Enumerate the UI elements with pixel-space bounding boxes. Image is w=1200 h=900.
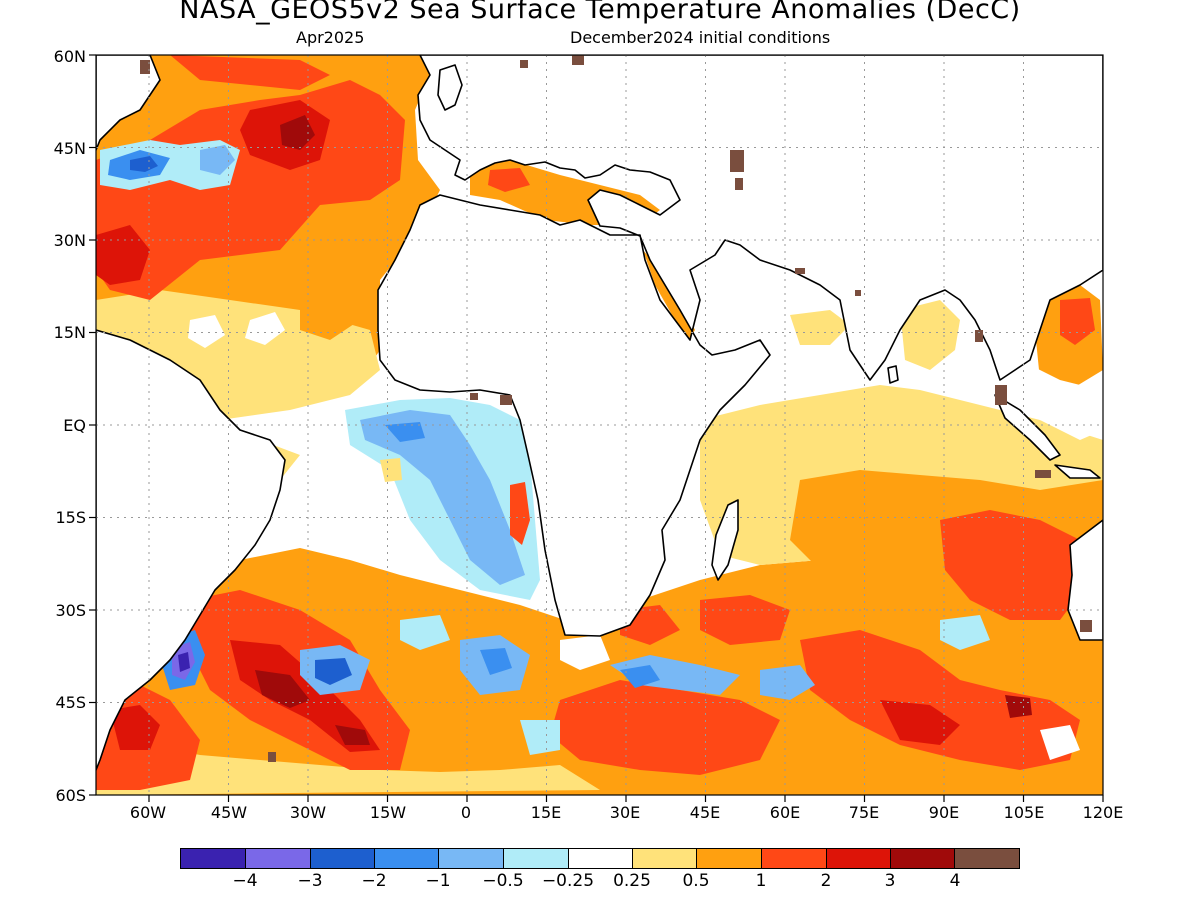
colorbar-label-6: 0.25 xyxy=(613,871,651,891)
colorbar-swatch-10 xyxy=(826,848,891,869)
java xyxy=(1054,464,1101,479)
forecast-month-label: Apr2025 xyxy=(296,28,365,47)
colorbar-label-4: −0.5 xyxy=(482,871,524,891)
land-masses xyxy=(96,55,1103,771)
north-america xyxy=(96,55,161,151)
coastal-high-anomaly-cells xyxy=(140,55,1092,762)
axis-ticks xyxy=(89,54,1104,802)
colorbar-label-0: −4 xyxy=(232,871,258,891)
lat-label-15s: 15S xyxy=(55,508,86,527)
lon-label-75e: 75E xyxy=(848,803,880,822)
colorbar-label-9: 2 xyxy=(820,871,832,891)
colorbar-label-7: 0.5 xyxy=(682,871,710,891)
colorbar-swatch-6 xyxy=(568,848,633,869)
lon-label-30w: 30W xyxy=(289,803,327,822)
lon-label-30e: 30E xyxy=(609,803,641,822)
lat-label-30s: 30S xyxy=(55,601,86,620)
sri-lanka xyxy=(887,365,899,384)
lat-lon-grid xyxy=(96,55,1103,795)
lon-label-60w: 60W xyxy=(129,803,167,822)
africa-eurasia-landmass xyxy=(377,55,1103,637)
lat-label-60s: 60S xyxy=(55,786,86,805)
lat-label-45n: 45N xyxy=(53,139,86,158)
colorbar-label-10: 3 xyxy=(884,871,896,891)
colorbar-label-8: 1 xyxy=(755,871,767,891)
colorbar-label-1: −3 xyxy=(297,871,323,891)
southern-ocean-anomaly-field xyxy=(96,548,1103,795)
colorbar-label-11: 4 xyxy=(949,871,961,891)
lon-label-45w: 45W xyxy=(210,803,248,822)
colorbar-swatch-7 xyxy=(632,848,697,869)
colorbar-swatch-12 xyxy=(954,848,1020,869)
lon-label-60e: 60E xyxy=(769,803,801,822)
colorbar-swatch-8 xyxy=(696,848,762,869)
north-atlantic-anomaly-field xyxy=(96,55,440,420)
colorbar-swatch-4 xyxy=(438,848,504,869)
lon-label-45e: 45E xyxy=(689,803,721,822)
lon-label-15w: 15W xyxy=(369,803,407,822)
lat-label-eq: EQ xyxy=(63,416,86,435)
lon-label-120e: 120E xyxy=(1082,803,1124,822)
colorbar-swatch-1 xyxy=(245,848,311,869)
lon-label-15e: 15E xyxy=(530,803,562,822)
map-title: NASA_GEOS5v2 Sea Surface Temperature Ano… xyxy=(179,0,1021,25)
lat-label-30n: 30N xyxy=(53,231,86,250)
lon-label-105e: 105E xyxy=(1003,803,1045,822)
indian-ocean-anomaly-field xyxy=(700,285,1103,620)
lat-label-15n: 15N xyxy=(53,323,86,342)
lon-label-0: 0 xyxy=(460,803,472,822)
sumatra xyxy=(994,394,1061,461)
british-isles xyxy=(437,64,463,111)
colorbar-swatch-2 xyxy=(310,848,375,869)
colorbar-swatch-3 xyxy=(374,848,439,869)
lat-label-45s: 45S xyxy=(55,693,86,712)
initial-conditions-label: December2024 initial conditions xyxy=(570,28,831,47)
lon-label-90e: 90E xyxy=(928,803,960,822)
colorbar-label-3: −1 xyxy=(425,871,451,891)
madagascar xyxy=(711,499,739,581)
colorbar-label-2: −2 xyxy=(361,871,387,891)
lat-label-60n: 60N xyxy=(53,47,86,66)
colorbar-swatch-5 xyxy=(503,848,569,869)
colorbar-swatch-0 xyxy=(180,848,246,869)
colorbar-swatch-9 xyxy=(761,848,827,869)
south-america xyxy=(96,329,286,771)
colorbar-label-5: −0.25 xyxy=(541,871,595,891)
colorbar-swatch-11 xyxy=(890,848,955,869)
